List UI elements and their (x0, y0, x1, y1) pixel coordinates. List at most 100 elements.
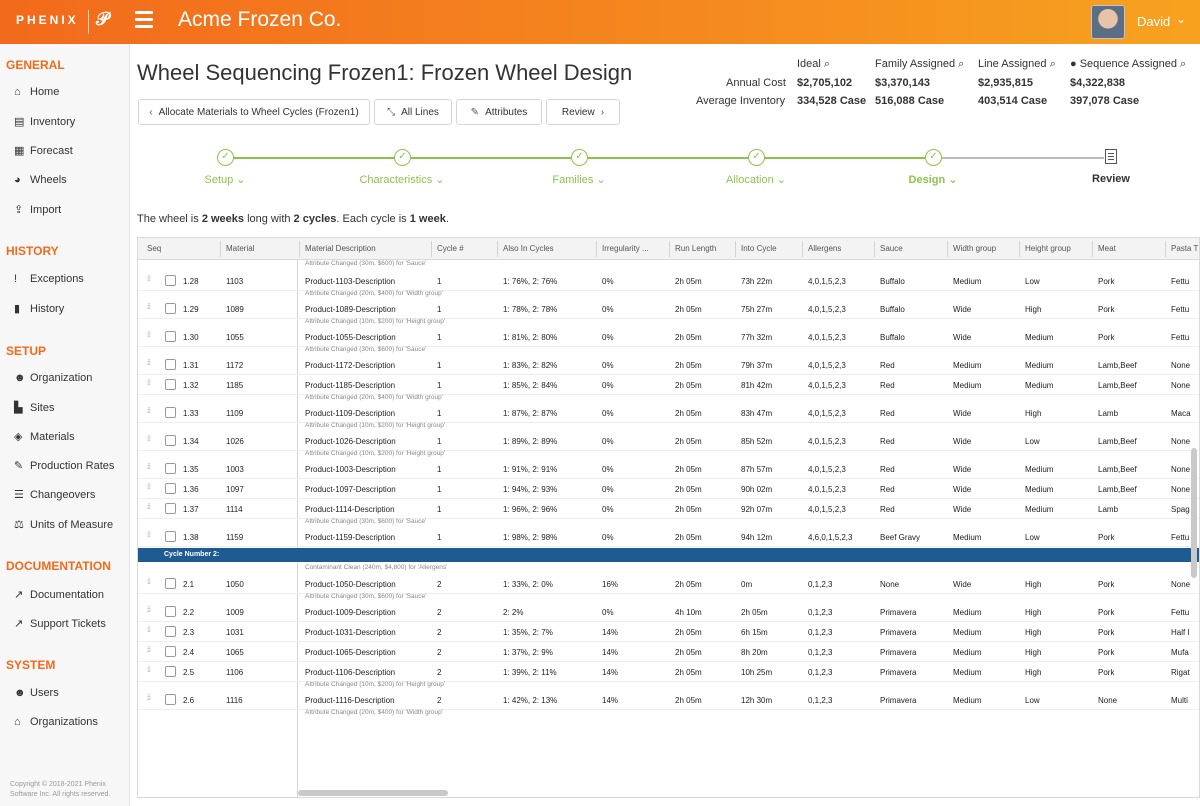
sidebar-item-production-rates[interactable]: ✎ Production Rates (14, 459, 114, 472)
table-row[interactable]: ⁞⁞⁞ 1.34 1026 Product-1026-Description 1 1: 8… (138, 431, 1199, 451)
sidebar-item-import[interactable]: ⇪ Import (14, 203, 61, 216)
drag-handle-icon[interactable]: ⁞⁞⁞ (147, 504, 151, 511)
column-divider[interactable] (596, 241, 597, 257)
search-icon[interactable]: ⌕ (823, 58, 831, 70)
column-divider[interactable] (802, 241, 803, 257)
row-checkbox[interactable] (165, 275, 176, 286)
drag-handle-icon[interactable]: ⁞⁞⁞ (147, 667, 151, 674)
avatar[interactable] (1091, 5, 1125, 39)
table-row[interactable]: ⁞⁞⁞ 2.3 1031 Product-1031-Description 2 1: 35… (138, 622, 1199, 642)
sidebar-item-home[interactable]: ⌂ Home (14, 86, 59, 98)
step-setup-check-icon[interactable]: ✓ (217, 149, 234, 166)
row-checkbox[interactable] (165, 646, 176, 657)
sidebar-item-sites[interactable]: ▙ Sites (14, 401, 54, 414)
sidebar-item-wheels[interactable]: ◕ Wheels (14, 174, 67, 186)
column-header-height[interactable]: Height group (1025, 244, 1071, 253)
column-divider[interactable] (1165, 241, 1166, 257)
all-lines-button[interactable]: ⤡ All Lines (374, 99, 452, 125)
column-divider[interactable] (431, 241, 432, 257)
column-divider[interactable] (299, 241, 300, 257)
table-row[interactable]: ⁞⁞⁞ 1.30 1055 Product-1055-Description 1 1: 8… (138, 327, 1199, 347)
search-icon[interactable]: ⌕ (1049, 58, 1056, 70)
step-allocation[interactable]: Allocation ⌄ (726, 174, 786, 186)
row-checkbox[interactable] (165, 379, 176, 390)
step-allocation-check-icon[interactable]: ✓ (748, 149, 765, 166)
sidebar-item-users[interactable]: ☻ Users (14, 687, 59, 699)
table-row[interactable]: ⁞⁞⁞ 1.29 1089 Product-1089-Description 1 1: 7… (138, 299, 1199, 319)
sidebar-item-documentation[interactable]: ↗ Documentation (14, 588, 104, 601)
column-header-seq[interactable]: Seq (147, 244, 162, 253)
table-row[interactable]: ⁞⁞⁞ 1.36 1097 Product-1097-Description 1 1: 9… (138, 479, 1199, 499)
sidebar-item-materials[interactable]: ◈ Materials (14, 430, 75, 443)
drag-handle-icon[interactable]: ⁞⁞⁞ (147, 304, 151, 311)
drag-handle-icon[interactable]: ⁞⁞⁞ (147, 332, 151, 339)
column-header-material[interactable]: Material (226, 244, 255, 253)
horizontal-scrollbar[interactable] (298, 790, 448, 796)
column-divider[interactable] (1019, 241, 1020, 257)
column-header-width[interactable]: Width group (953, 244, 997, 253)
allocate-materials-button[interactable]: ‹ Allocate Materials to Wheel Cycles (Fr… (138, 99, 370, 125)
drag-handle-icon[interactable]: ⁞⁞⁞ (147, 408, 151, 415)
table-row[interactable]: ⁞⁞⁞ 2.5 1106 Product-1106-Description 2 1: 39… (138, 662, 1199, 682)
row-checkbox[interactable] (165, 694, 176, 705)
drag-handle-icon[interactable]: ⁞⁞⁞ (147, 579, 151, 586)
row-checkbox[interactable] (165, 331, 176, 342)
table-row[interactable]: ⁞⁞⁞ 2.1 1050 Product-1050-Description 2 1: 33… (138, 574, 1199, 594)
row-checkbox[interactable] (165, 435, 176, 446)
step-families[interactable]: Families ⌄ (552, 174, 606, 186)
table-row[interactable]: ⁞⁞⁞ 1.32 1185 Product-1185-Description 1 1: 8… (138, 375, 1199, 395)
row-checkbox[interactable] (165, 359, 176, 370)
table-row[interactable]: ⁞⁞⁞ 1.38 1159 Product-1159-Description 1 1: 9… (138, 527, 1199, 547)
row-checkbox[interactable] (165, 531, 176, 542)
sidebar-item-changeovers[interactable]: ☰ Changeovers (14, 488, 95, 501)
drag-handle-icon[interactable]: ⁞⁞⁞ (147, 276, 151, 283)
row-checkbox[interactable] (165, 407, 176, 418)
user-name[interactable]: David (1137, 14, 1171, 29)
column-header-sauce[interactable]: Sauce (880, 244, 903, 253)
chevron-down-icon[interactable]: ⌄ (1176, 12, 1187, 26)
column-divider[interactable] (947, 241, 948, 257)
table-row[interactable]: ⁞⁞⁞ 1.33 1109 Product-1109-Description 1 1: 8… (138, 403, 1199, 423)
row-checkbox[interactable] (165, 303, 176, 314)
table-row[interactable]: ⁞⁞⁞ 2.4 1065 Product-1065-Description 2 1: 37… (138, 642, 1199, 662)
step-review-document-icon[interactable] (1105, 149, 1117, 164)
table-row[interactable]: ⁞⁞⁞ 2.2 1009 Product-1009-Description 2 2: 2%… (138, 602, 1199, 622)
step-design[interactable]: Design ⌄ (908, 174, 958, 186)
column-divider[interactable] (497, 241, 498, 257)
drag-handle-icon[interactable]: ⁞⁞⁞ (147, 647, 151, 654)
sidebar-item-organizations[interactable]: ⌂ Organizations (14, 716, 98, 728)
column-header-run[interactable]: Run Length (675, 244, 717, 253)
column-divider[interactable] (1092, 241, 1093, 257)
step-review[interactable]: Review (1092, 173, 1130, 185)
column-header-into[interactable]: Into Cycle (741, 244, 777, 253)
row-checkbox[interactable] (165, 626, 176, 637)
sidebar-item-support-tickets[interactable]: ↗ Support Tickets (14, 617, 106, 630)
drag-handle-icon[interactable]: ⁞⁞⁞ (147, 484, 151, 491)
drag-handle-icon[interactable]: ⁞⁞⁞ (147, 360, 151, 367)
step-characteristics-check-icon[interactable]: ✓ (394, 149, 411, 166)
attributes-button[interactable]: ✎ Attributes (456, 99, 542, 125)
column-divider[interactable] (220, 241, 221, 257)
sidebar-item-exceptions[interactable]: ! Exceptions (14, 273, 84, 285)
column-divider[interactable] (669, 241, 670, 257)
row-checkbox[interactable] (165, 463, 176, 474)
table-row[interactable]: ⁞⁞⁞ 1.31 1172 Product-1172-Description 1 1: 8… (138, 355, 1199, 375)
drag-handle-icon[interactable]: ⁞⁞⁞ (147, 380, 151, 387)
step-design-check-icon[interactable]: ✓ (925, 149, 942, 166)
review-button[interactable]: Review › (546, 99, 620, 125)
column-header-also[interactable]: Also In Cycles (503, 244, 554, 253)
drag-handle-icon[interactable]: ⁞⁞⁞ (147, 464, 151, 471)
row-checkbox[interactable] (165, 483, 176, 494)
column-header-desc[interactable]: Material Description (305, 244, 376, 253)
step-families-check-icon[interactable]: ✓ (571, 149, 588, 166)
table-row[interactable]: ⁞⁞⁞ 1.28 1103 Product-1103-Description 1 1: 7… (138, 271, 1199, 291)
column-header-cycle[interactable]: Cycle # (437, 244, 464, 253)
sidebar-item-organization[interactable]: ☻ Organization (14, 372, 92, 384)
column-divider[interactable] (874, 241, 875, 257)
column-header-pasta[interactable]: Pasta T (1171, 244, 1199, 253)
drag-handle-icon[interactable]: ⁞⁞⁞ (147, 607, 151, 614)
sidebar-item-inventory[interactable]: ▤ Inventory (14, 115, 75, 128)
row-checkbox[interactable] (165, 666, 176, 677)
sidebar-item-history[interactable]: ▮ History (14, 302, 64, 315)
column-header-allergens[interactable]: Allergens (808, 244, 842, 253)
